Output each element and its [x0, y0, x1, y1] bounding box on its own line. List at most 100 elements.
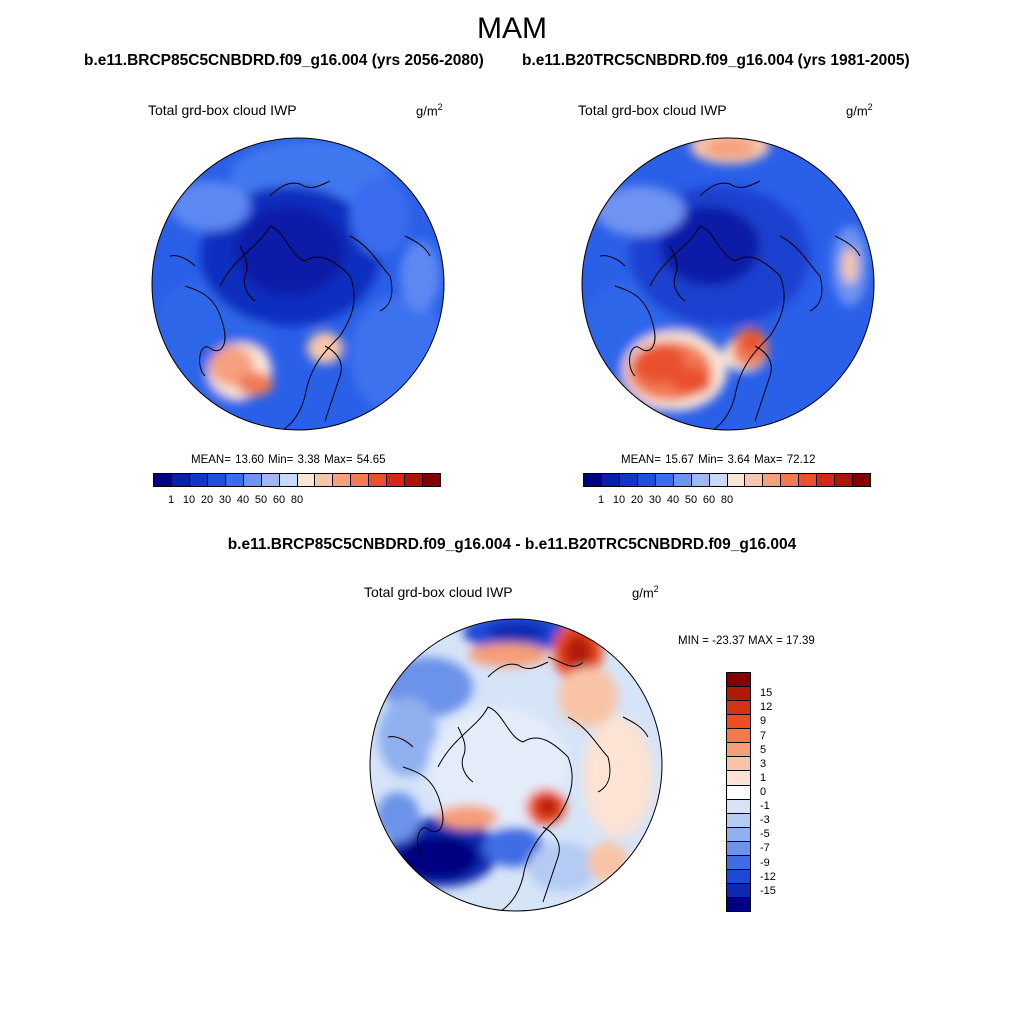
colorbar-future — [153, 473, 441, 487]
colorbar-swatch-difference-7 — [727, 771, 750, 786]
case-title-historical: b.e11.B20TRC5CNBDRD.f09_g16.004 (yrs 198… — [522, 52, 910, 69]
colorbar-swatch-historical-10 — [763, 474, 782, 486]
colorbar-label-difference-11: -7 — [760, 842, 770, 855]
difference-title: b.e11.BRCP85C5CNBDRD.f09_g16.004 - b.e11… — [227, 536, 797, 553]
colorbar-label-historical-0: 1 — [597, 494, 605, 506]
variable-label-historical: Total grd-box cloud IWP — [578, 102, 727, 118]
colorbar-label-difference-4: 5 — [760, 743, 767, 756]
colorbar-swatch-difference-8 — [727, 785, 750, 800]
colorbar-swatch-future-7 — [279, 474, 298, 486]
colorbar-swatch-difference-12 — [727, 841, 750, 856]
colorbar-swatch-future-6 — [261, 474, 280, 486]
colorbar-swatch-historical-14 — [835, 474, 854, 486]
colorbar-swatch-future-13 — [387, 474, 406, 486]
colorbar-swatch-future-3 — [207, 474, 226, 486]
colorbar-swatch-future-10 — [333, 474, 352, 486]
colorbar-label-future-7: 80 — [290, 494, 304, 506]
colorbar-swatch-historical-3 — [637, 474, 656, 486]
colorbar-swatch-difference-9 — [727, 799, 750, 814]
colorbar-swatch-future-12 — [369, 474, 388, 486]
colorbar-swatch-future-8 — [297, 474, 316, 486]
colorbar-label-future-4: 40 — [236, 494, 250, 506]
colorbar-swatch-historical-6 — [691, 474, 710, 486]
colorbar-swatch-historical-12 — [799, 474, 818, 486]
colorbar-swatch-future-0 — [154, 474, 172, 486]
figure-title: MAM — [477, 12, 547, 45]
colorbar-swatch-difference-2 — [727, 701, 750, 716]
colorbar-swatch-difference-10 — [727, 813, 750, 828]
colorbar-label-future-1: 10 — [182, 494, 196, 506]
colorbar-swatch-difference-14 — [727, 869, 750, 884]
colorbar-swatch-difference-16 — [727, 898, 750, 912]
colorbar-swatch-historical-13 — [817, 474, 836, 486]
polar-map-future — [151, 137, 445, 431]
units-difference: g/m2 — [632, 584, 659, 601]
colorbar-labels-future: 1 10 20 30 40 50 60 80 — [153, 494, 441, 508]
colorbar-label-difference-9: -3 — [760, 814, 770, 827]
colorbar-swatch-future-4 — [225, 474, 244, 486]
colorbar-swatch-difference-4 — [727, 729, 750, 744]
units-historical: g/m2 — [846, 102, 873, 119]
colorbar-swatch-future-11 — [351, 474, 370, 486]
colorbar-swatch-difference-15 — [727, 883, 750, 898]
colorbar-label-difference-13: -12 — [760, 870, 776, 883]
colorbar-swatch-future-5 — [243, 474, 262, 486]
colorbar-swatch-historical-7 — [709, 474, 728, 486]
variable-label-future: Total grd-box cloud IWP — [148, 102, 297, 118]
colorbar-label-difference-8: -1 — [760, 800, 770, 813]
colorbar-label-difference-5: 3 — [760, 757, 767, 770]
colorbar-swatch-difference-5 — [727, 743, 750, 758]
colorbar-label-difference-14: -15 — [760, 884, 776, 897]
colorbar-label-difference-10: -5 — [760, 828, 770, 841]
variable-label-difference: Total grd-box cloud IWP — [364, 584, 513, 600]
colorbar-swatch-difference-6 — [727, 757, 750, 772]
units-future: g/m2 — [416, 102, 443, 119]
colorbar-swatch-future-15 — [423, 474, 440, 486]
stats-historical: MEAN= 15.67 Min= 3.64 Max= 72.12 — [621, 454, 816, 466]
colorbar-swatch-future-1 — [171, 474, 190, 486]
colorbar-label-historical-4: 40 — [666, 494, 680, 506]
colorbar-swatch-difference-0 — [727, 673, 750, 688]
colorbar-swatch-historical-8 — [727, 474, 746, 486]
polar-map-difference — [369, 618, 663, 912]
colorbar-swatch-historical-5 — [673, 474, 692, 486]
colorbar-label-historical-1: 10 — [612, 494, 626, 506]
colorbar-historical — [583, 473, 871, 487]
colorbar-labels-difference: 15 12 9 7 5 3 1 0 -1 -3 -5 -7 -9 -12 -15 — [760, 672, 800, 912]
colorbar-label-difference-1: 12 — [760, 701, 773, 714]
colorbar-label-difference-0: 15 — [760, 687, 773, 700]
colorbar-swatch-difference-11 — [727, 827, 750, 842]
colorbar-swatch-historical-0 — [584, 474, 602, 486]
colorbar-difference — [726, 672, 751, 912]
stats-future: MEAN= 13.60 Min= 3.38 Max= 54.65 — [191, 454, 386, 466]
colorbar-swatch-historical-1 — [601, 474, 620, 486]
colorbar-label-difference-7: 0 — [760, 785, 767, 798]
colorbar-swatch-historical-9 — [745, 474, 764, 486]
colorbar-swatch-future-14 — [405, 474, 424, 486]
stats-difference: MIN = -23.37 MAX = 17.39 — [678, 635, 815, 647]
colorbar-swatch-future-9 — [315, 474, 334, 486]
colorbar-label-future-6: 60 — [272, 494, 286, 506]
colorbar-label-difference-12: -9 — [760, 856, 770, 869]
colorbar-label-future-2: 20 — [200, 494, 214, 506]
colorbar-label-historical-2: 20 — [630, 494, 644, 506]
colorbar-swatch-difference-1 — [727, 687, 750, 702]
colorbar-label-future-5: 50 — [254, 494, 268, 506]
colorbar-swatch-future-2 — [189, 474, 208, 486]
colorbar-swatch-historical-11 — [781, 474, 800, 486]
colorbar-label-future-3: 30 — [218, 494, 232, 506]
colorbar-swatch-difference-3 — [727, 715, 750, 730]
colorbar-label-future-0: 1 — [167, 494, 175, 506]
colorbar-label-difference-2: 9 — [760, 715, 767, 728]
colorbar-swatch-historical-2 — [619, 474, 638, 486]
colorbar-swatch-historical-15 — [853, 474, 870, 486]
colorbar-label-historical-6: 60 — [702, 494, 716, 506]
colorbar-label-historical-5: 50 — [684, 494, 698, 506]
polar-map-historical — [581, 137, 875, 431]
colorbar-label-difference-3: 7 — [760, 729, 767, 742]
colorbar-label-difference-6: 1 — [760, 771, 767, 784]
case-title-future: b.e11.BRCP85C5CNBDRD.f09_g16.004 (yrs 20… — [84, 52, 484, 69]
colorbar-label-historical-7: 80 — [720, 494, 734, 506]
colorbar-labels-historical: 1 10 20 30 40 50 60 80 — [583, 494, 871, 508]
colorbar-label-historical-3: 30 — [648, 494, 662, 506]
